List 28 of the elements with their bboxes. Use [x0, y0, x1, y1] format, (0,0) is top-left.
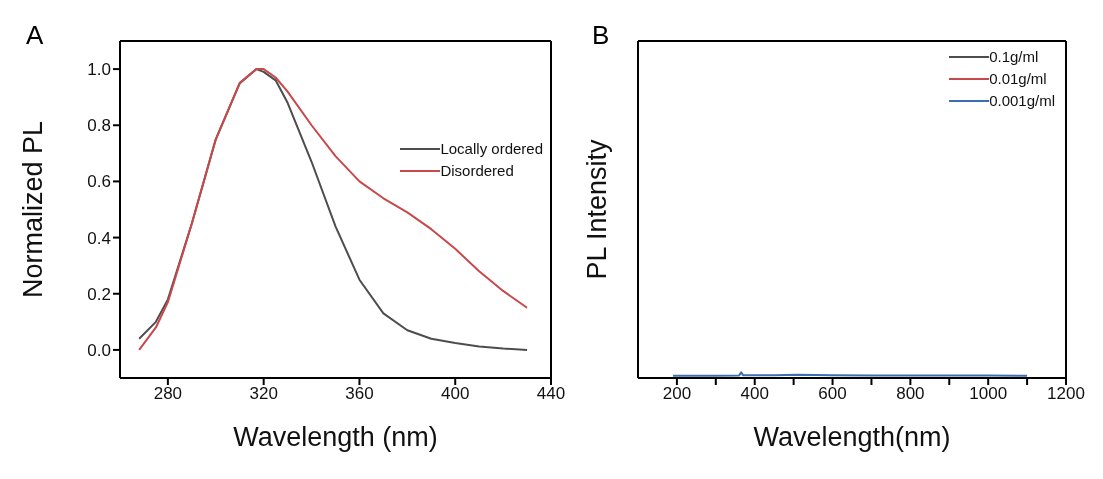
- x-tick-label: 400: [740, 384, 769, 404]
- x-tick-label: 400: [441, 384, 470, 404]
- x-tick-label: 360: [345, 384, 374, 404]
- y-tick-label: 0.2: [87, 284, 111, 304]
- x-axis-title: Wavelength(nm): [753, 422, 951, 452]
- legend-label: 0.1g/ml: [989, 47, 1039, 67]
- x-tick-label: 440: [536, 384, 566, 404]
- x-tick-label: 600: [818, 384, 847, 404]
- x-axis-title: Wavelength (nm): [233, 422, 438, 452]
- x-tick-label: 800: [896, 384, 925, 404]
- legend-label: 0.001g/ml: [989, 91, 1055, 111]
- y-axis-title: PL Intensity: [581, 138, 612, 280]
- y-tick-label: 0.8: [87, 116, 111, 136]
- x-tick-label: 280: [153, 384, 183, 404]
- y-tick-label: 1.0: [87, 60, 111, 80]
- x-tick-label: 200: [662, 384, 692, 404]
- y-axis-title: Normalized PL: [17, 120, 48, 299]
- legend-label: 0.01g/ml: [989, 69, 1047, 89]
- chart-title: B: [592, 20, 610, 51]
- legend-label: Locally ordered: [440, 139, 543, 159]
- legend-label: Disordered: [440, 161, 514, 181]
- chart-title: A: [26, 20, 44, 51]
- y-tick-label: 0.0: [87, 340, 111, 360]
- y-tick-label: 0.6: [87, 172, 111, 192]
- y-tick-label: 0.4: [87, 228, 111, 248]
- x-tick-label: 1200: [1047, 384, 1085, 404]
- x-tick-label: 320: [249, 384, 278, 404]
- x-tick-label: 1000: [969, 384, 1008, 404]
